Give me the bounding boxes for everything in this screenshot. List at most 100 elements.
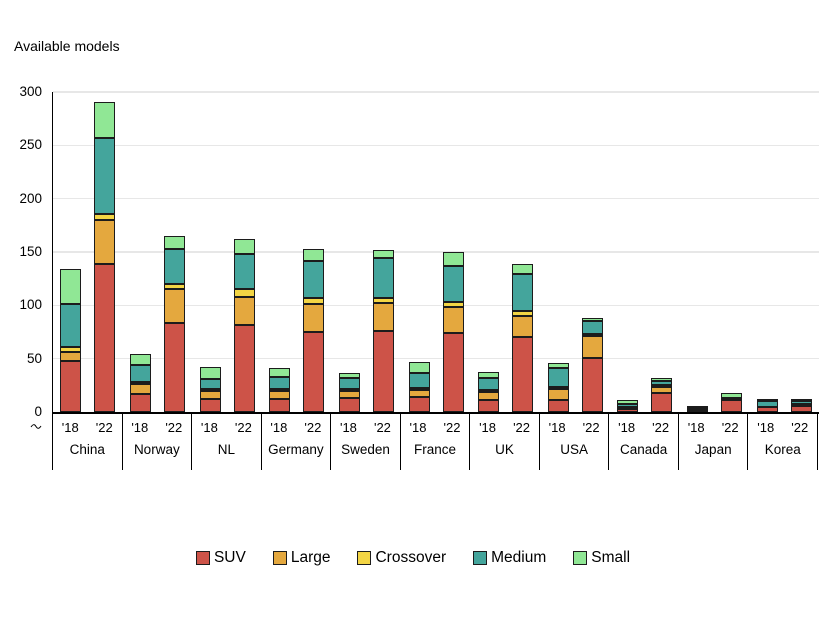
bar-segment-large [372, 303, 394, 331]
bar-segment-small [163, 236, 185, 249]
legend-item-crossover: Crossover [357, 549, 446, 567]
bar-segment-medium [651, 381, 673, 386]
bar-norway-22 [163, 236, 185, 412]
bar-segment-suv [303, 332, 325, 412]
bar-segment-suv [338, 398, 360, 412]
gridline [53, 304, 819, 307]
bar-segment-crossover [233, 289, 255, 297]
bar-usa-22 [581, 318, 603, 412]
bar-segment-large [338, 390, 360, 399]
bar-segment-suv [129, 393, 151, 412]
bar-segment-small [338, 372, 360, 378]
bar-uk-22 [512, 263, 534, 412]
y-tick-label: 0 [34, 404, 42, 419]
years-row: '18 '22 [199, 420, 254, 435]
bar-segment-large [478, 391, 500, 401]
bar-segment-small [512, 263, 534, 275]
bar-segment-medium [372, 258, 394, 298]
bar-segment-crossover [199, 388, 221, 391]
bar-segment-suv [233, 324, 255, 412]
bar-segment-small [547, 363, 569, 369]
bar-france-18 [408, 361, 430, 412]
bar-segment-crossover [547, 386, 569, 389]
legend-label: Small [591, 549, 631, 566]
legend: SUV Large Crossover Medium Small [0, 549, 826, 567]
bar-segment-crossover [129, 382, 151, 385]
bar-segment-large [129, 384, 151, 394]
legend-swatch [195, 551, 210, 565]
bar-sweden-18 [338, 372, 360, 412]
x-year-label: '18 [548, 420, 566, 435]
bar-segment-small [442, 252, 464, 266]
bar-segment-medium [478, 377, 500, 390]
bar-group [262, 92, 332, 412]
legend-item-suv: SUV [195, 549, 246, 567]
x-group-cell: '18 '22 Germany [260, 414, 331, 470]
x-country-label: France [413, 442, 457, 457]
bar-segment-small [581, 318, 603, 322]
legend-label: Large [290, 549, 331, 566]
bar-segment-suv [372, 330, 394, 412]
bar-segment-medium [442, 265, 464, 303]
bar-segment-small [617, 400, 639, 404]
bar-segment-medium [338, 377, 360, 389]
x-year-label: '22 [652, 420, 670, 435]
bar-segment-small [199, 367, 221, 379]
bar-segment-medium [269, 376, 291, 389]
bar-nl-22 [233, 239, 255, 412]
y-tick-label: 200 [19, 190, 42, 206]
bar-segment-suv [547, 400, 569, 412]
bar-china-18 [60, 269, 82, 412]
bar-korea-22 [790, 399, 812, 412]
bar-japan-18 [687, 405, 709, 412]
years-row: '18 '22 [686, 420, 741, 435]
legend-swatch [357, 551, 372, 565]
y-tick-label: 150 [19, 244, 42, 259]
bar-segment-suv [163, 323, 185, 412]
bar-segment-small [372, 249, 394, 259]
bar-segment-crossover [581, 334, 603, 337]
x-year-label: '18 [757, 420, 775, 435]
bar-group [53, 92, 123, 412]
bar-germany-22 [303, 248, 325, 412]
x-year-label: '18 [687, 420, 705, 435]
bar-segment-small [94, 101, 116, 138]
bar-sweden-22 [372, 249, 394, 412]
x-country-label: Japan [694, 442, 732, 457]
bar-canada-18 [617, 400, 639, 412]
bar-segment-large [303, 304, 325, 332]
x-year-label: '22 [721, 420, 739, 435]
bar-segment-crossover [651, 385, 673, 388]
bar-norway-18 [129, 353, 151, 412]
bar-china-22 [94, 101, 116, 412]
x-group-cell: '18 '22 UK [469, 414, 539, 470]
bar-group [401, 92, 471, 412]
gridline [53, 144, 819, 147]
bar-segment-crossover [60, 346, 82, 353]
bar-segment-small [756, 399, 778, 402]
bar-segment-large [94, 220, 116, 264]
bar-segment-crossover [338, 388, 360, 391]
legend-label: Medium [491, 549, 547, 566]
bar-segment-medium [790, 401, 812, 404]
bar-segment-large [617, 406, 639, 409]
x-group-cell: '18 '22 Canada [608, 414, 678, 470]
bar-korea-18 [756, 399, 778, 412]
years-row: '18 '22 [129, 420, 184, 435]
bar-segment-medium [303, 260, 325, 298]
x-year-label: '22 [95, 420, 113, 435]
bar-segment-suv [581, 357, 603, 412]
bar-segment-small [408, 361, 430, 373]
bar-segment-crossover [94, 213, 116, 221]
years-row: '18 '22 [477, 420, 532, 435]
bar-segment-small [129, 353, 151, 366]
x-year-label: '22 [373, 420, 391, 435]
bar-segment-large [512, 316, 534, 338]
x-group-cell: '18 '22 China [52, 414, 122, 470]
bar-segment-large [651, 387, 673, 393]
plot-area [52, 91, 819, 414]
bar-segment-large [60, 352, 82, 361]
legend-swatch [272, 551, 287, 565]
x-group-cell: '18 '22 USA [538, 414, 609, 470]
